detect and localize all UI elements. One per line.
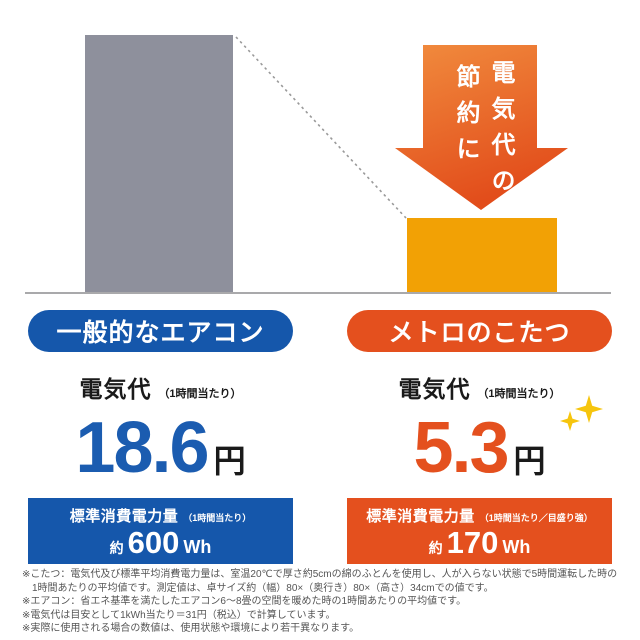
chart-baseline (25, 292, 611, 294)
kotatsu-label: メトロのこたつ (388, 319, 571, 347)
footnote-line: ※こたつ：電気代及び標準平均消費電力量は、室温20℃で厚さ約5cmの綿のふとんを… (22, 569, 618, 580)
kotatsu-cost-label: 電気代 (398, 376, 471, 402)
aircon-cost-currency: 円 (213, 443, 246, 479)
kotatsu-cost-value: 5.3 (413, 408, 509, 488)
aircon-cost-bar (85, 35, 233, 293)
kotatsu-power-value: 170 (446, 524, 499, 560)
kotatsu-cost-header: 電気代 （1時間当たり） (347, 370, 612, 404)
kotatsu-cost-bar (407, 218, 557, 293)
footnote-line: 1時間あたりの平均値です。測定値は、卓サイズ約（幅）80×（奥行き）80×（高さ… (22, 582, 494, 594)
footnote-line: ※エアコン：省エネ基準を満たしたエアコン6～8畳の空間を暖めた時の1時間あたりの… (22, 596, 467, 607)
sparkle-icon (560, 395, 603, 431)
aircon-cost-value-row: 18.6 円 (28, 412, 293, 484)
footnote-line: ※実際に使用される場合の数値は、使用状態や環境により若干異なります。 (22, 623, 360, 634)
aircon-label-pill: 一般的なエアコン (28, 310, 293, 352)
kotatsu-power-header: 標準消費電力量 （1時間当たり／目盛り強） (366, 505, 593, 526)
kotatsu-column: メトロのこたつ 電気代 （1時間当たり） 5.3 円 標準消費電力量 （1時間当… (347, 310, 612, 564)
aircon-cost-value: 18.6 (75, 408, 209, 488)
kotatsu-label-pill: メトロのこたつ (347, 310, 612, 352)
aircon-power-unit: Wh (183, 536, 212, 557)
kotatsu-power-value-row: 約 170 Wh (429, 527, 531, 558)
kotatsu-power-unit: Wh (502, 536, 531, 557)
kotatsu-cost-note: （1時間当たり） (477, 388, 561, 400)
kotatsu-power-approx: 約 (428, 539, 443, 556)
aircon-power-box: 標準消費電力量 （1時間当たり） 約 600 Wh (28, 498, 293, 564)
aircon-power-value: 600 (127, 524, 180, 560)
footnote-line: ※電気代は目安として1kWh当たり＝31円（税込）で計算しています。 (22, 609, 336, 621)
savings-arrow-label-right: 電気代の (487, 60, 514, 204)
aircon-cost-note: （1時間当たり） (158, 388, 242, 400)
kotatsu-power-box: 標準消費電力量 （1時間当たり／目盛り強） 約 170 Wh (347, 498, 612, 564)
aircon-power-approx: 約 (109, 539, 124, 556)
footnotes: ※こたつ：電気代及び標準平均消費電力量は、室温20℃で厚さ約5cmの綿のふとんを… (22, 568, 627, 636)
savings-arrow-label-left: 節約に (452, 64, 479, 172)
kotatsu-cost-value-row: 5.3 円 (347, 395, 612, 488)
aircon-column: 一般的なエアコン 電気代 （1時間当たり） 18.6 円 標準消費電力量 （1時… (28, 310, 293, 564)
aircon-cost-header: 電気代 （1時間当たり） (28, 370, 293, 404)
aircon-power-value-row: 約 600 Wh (110, 527, 212, 558)
aircon-label: 一般的なエアコン (56, 319, 265, 347)
aircon-cost-label: 電気代 (79, 376, 152, 402)
aircon-power-label: 標準消費電力量 (69, 507, 179, 525)
kotatsu-power-note: （1時間当たり／目盛り強） (479, 512, 593, 523)
kotatsu-power-label: 標準消費電力量 (366, 507, 475, 525)
kotatsu-cost-currency: 円 (513, 443, 546, 479)
aircon-power-header: 標準消費電力量 （1時間当たり） (70, 505, 252, 526)
aircon-power-note: （1時間当たり） (183, 512, 252, 523)
